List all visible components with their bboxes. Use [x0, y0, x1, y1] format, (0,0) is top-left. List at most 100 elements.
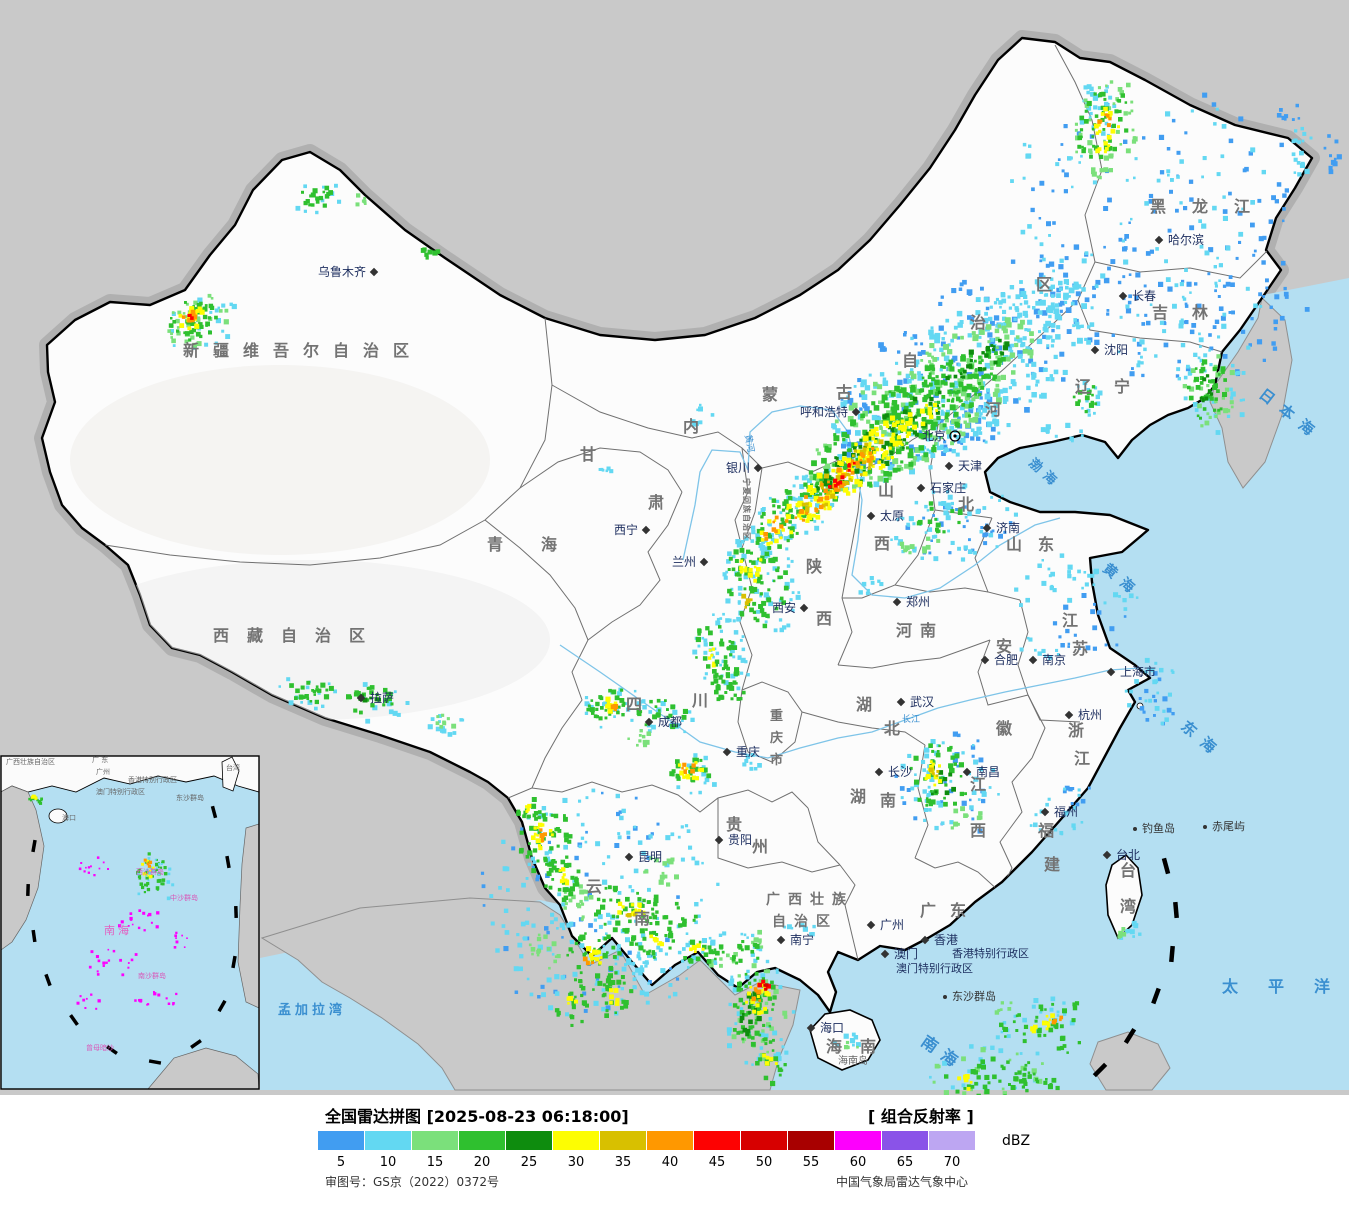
colorbar-segment: [412, 1131, 458, 1150]
province-label: 肃: [648, 493, 664, 512]
colorbar-segment: [459, 1131, 505, 1150]
city-label: 兰州: [672, 555, 696, 569]
province-label: 江: [1062, 611, 1078, 630]
sea-label: 孟加拉湾: [278, 1002, 346, 1018]
province-label: 区: [1036, 275, 1052, 294]
province-label: 青海: [487, 535, 595, 554]
city-label: 太原: [880, 508, 904, 523]
inset-label: 香港特别行政区: [128, 775, 177, 784]
boundary-dash-layer: [1092, 857, 1179, 1078]
colorbar-segment: [365, 1131, 411, 1150]
province-label: 江: [1074, 749, 1090, 768]
province-label: 海南: [826, 1037, 894, 1056]
inset-label: 广 东: [92, 755, 108, 764]
province-label: 辽: [1075, 377, 1092, 396]
province-label: 湾: [1120, 897, 1136, 916]
colorbar-tick: 15: [426, 1155, 444, 1170]
province-label: 吉林: [1152, 303, 1232, 322]
province-label: 甘: [580, 445, 596, 464]
capital-marker-icon: [949, 430, 961, 442]
river-label: 长江: [902, 713, 920, 725]
city-label: 东沙群岛: [952, 989, 996, 1003]
province-label: 治: [970, 313, 986, 332]
colorbar-segment: [835, 1131, 881, 1150]
inset-hainan: [48, 808, 68, 824]
inset-vietnam: [0, 785, 45, 951]
city-label: 台北: [1116, 847, 1140, 862]
province-label: 山东: [1006, 535, 1070, 554]
colorbar-tick: 65: [896, 1155, 914, 1170]
province-label: 西: [816, 609, 832, 628]
city-label: 银川: [726, 461, 750, 475]
sea-label: 太平洋: [1221, 977, 1349, 996]
inset-label: 广西壮族自治区: [6, 757, 55, 766]
city-label: 钓鱼岛: [1142, 821, 1175, 835]
city-label: 武汉: [910, 695, 934, 709]
colorbar-segment: [506, 1131, 552, 1150]
province-label: 宁: [1114, 377, 1130, 396]
province-label: 江: [970, 775, 986, 794]
inset-label: 海口: [62, 813, 76, 822]
city-label: 澳门特别行政区: [896, 961, 973, 975]
capital-marker-dot: [953, 434, 957, 438]
inset-dash-layer: [26, 805, 238, 1065]
island-dot-icon: [943, 995, 947, 999]
inset-label: 南沙群岛: [138, 971, 166, 980]
city-label: 澳门: [894, 946, 918, 961]
colorbar-tick: 70: [943, 1155, 961, 1170]
inset-label: 广州: [96, 767, 110, 776]
province-label: 宁夏回族自治区: [742, 478, 752, 541]
colorbar-tick: 35: [614, 1155, 632, 1170]
hainan-island: [809, 1009, 881, 1071]
colorbar: 5 10 15 20 25 30 35 40 45 50 55 60 65 70 dBZ: [318, 1131, 1030, 1170]
city-label: 拉萨: [370, 690, 394, 705]
city-label: 南宁: [790, 932, 814, 947]
province-label: 川: [691, 691, 708, 710]
inset-label: 西沙群岛: [136, 867, 164, 876]
province-label: 湖: [856, 695, 872, 714]
city-label: 南昌: [976, 764, 1000, 779]
province-label: 庆: [769, 730, 783, 746]
colorbar-segment: [882, 1131, 928, 1150]
province-label: 建: [1044, 855, 1060, 874]
colorbar-unit: dBZ: [1002, 1133, 1031, 1149]
province-label: 河南: [896, 621, 944, 640]
city-label: 香港特别行政区: [952, 946, 1029, 960]
province-label: 山: [878, 481, 894, 500]
city-label: 重庆: [736, 745, 760, 759]
province-label: 北: [884, 719, 900, 738]
province-label: 市: [770, 752, 783, 768]
province-label: 四: [626, 695, 642, 714]
map-license-number: 审图号：GS京（2022）0372号: [325, 1175, 499, 1189]
colorbar-tick: 30: [567, 1155, 585, 1170]
province-label: 苏: [1072, 639, 1088, 658]
city-label: 天津: [958, 459, 982, 473]
colorbar-segment: [788, 1131, 834, 1150]
inset-frame: [0, 755, 260, 1090]
province-label: 自治区: [772, 913, 838, 930]
colorbar-tick: 60: [849, 1155, 867, 1170]
colorbar-segment: [600, 1131, 646, 1150]
city-label: 乌鲁木齐: [318, 264, 366, 279]
province-label: 河: [985, 400, 1001, 419]
city-label: 北京: [922, 429, 946, 443]
province-label: 陕: [806, 557, 822, 576]
inset-label: 澳门特别行政区: [96, 787, 145, 796]
city-label: 合肥: [994, 652, 1018, 667]
city-label: 海南岛: [838, 1054, 868, 1067]
legend-title: 全国雷达拼图 [2025-08-23 06:18:00]: [325, 1107, 629, 1126]
city-label: 昆明: [638, 850, 662, 864]
province-label: 南: [880, 791, 896, 810]
inset-label: 台湾: [226, 763, 240, 772]
city-label: 贵阳: [728, 833, 752, 847]
city-label: 福州: [1054, 804, 1078, 819]
city-label: 长春: [1132, 289, 1156, 303]
province-label: 西: [970, 821, 986, 840]
province-label: 广西壮族: [766, 891, 854, 908]
city-label: 哈尔滨: [1168, 232, 1204, 247]
agency-credit: 中国气象局雷达气象中心: [836, 1175, 969, 1189]
